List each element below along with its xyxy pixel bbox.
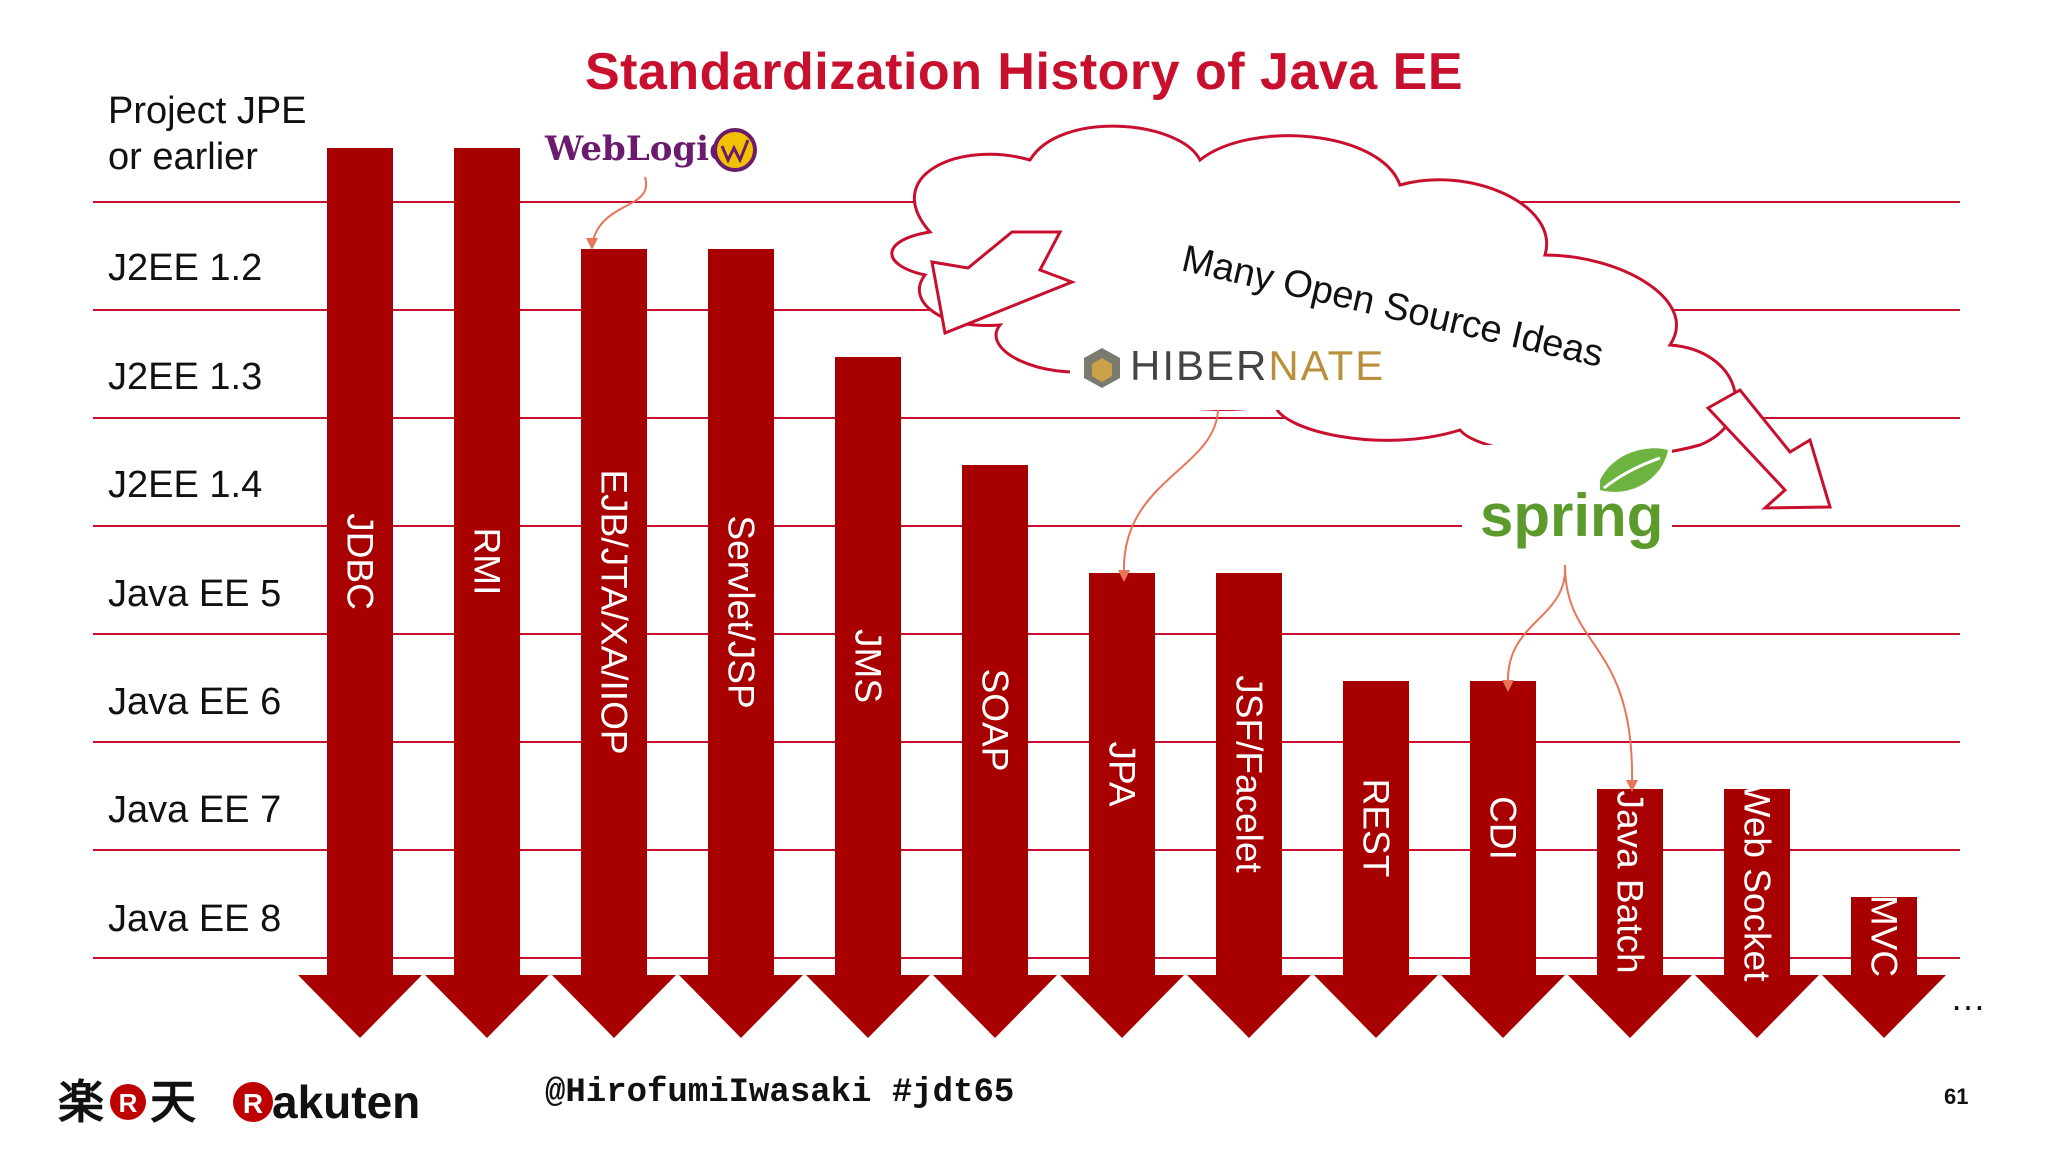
- hibernate-connector-head: [1118, 570, 1130, 582]
- technology-arrow: MVC: [1822, 895, 1946, 1038]
- technology-arrow: CDI: [1441, 681, 1565, 1038]
- page-number: 61: [1944, 1084, 1969, 1109]
- hibernate-connector: [1122, 409, 1219, 576]
- svg-text:akuten: akuten: [272, 1076, 420, 1128]
- technology-label: EJB/JTA/XA/IIOP: [594, 469, 635, 754]
- row-label: Java EE 7: [108, 789, 282, 831]
- technology-arrow: SOAP: [933, 465, 1057, 1038]
- technology-label: JDBC: [340, 513, 381, 610]
- technology-arrow-shape: [1568, 789, 1692, 1038]
- more-ellipsis: …: [1950, 977, 1986, 1018]
- row-label: J2EE 1.4: [108, 464, 263, 506]
- svg-text:R: R: [119, 1088, 138, 1118]
- spring-connector-batch-head: [1626, 780, 1638, 792]
- technology-arrow: REST: [1314, 681, 1438, 1038]
- row-label: Java EE 6: [108, 681, 282, 723]
- technology-arrow-shape: [1314, 681, 1438, 1038]
- technology-label: MVC: [1864, 895, 1905, 977]
- spring-connector-cdi-head: [1502, 680, 1514, 692]
- technology-arrow-shape: [425, 148, 549, 1038]
- technology-arrow-shape: [1187, 573, 1311, 1038]
- technology-label: Web Socket: [1737, 783, 1778, 983]
- cloud-arrow-left: [930, 230, 1077, 336]
- technology-arrow-shape: [298, 148, 422, 1038]
- technology-arrows: JDBC RMI EJB/JTA/XA/IIOP Servlet/JSP JMS SOAP…: [298, 148, 1986, 1038]
- technology-label: JPA: [1102, 741, 1143, 806]
- technology-arrow-shape: [1695, 789, 1819, 1038]
- technology-label: JMS: [848, 629, 889, 703]
- svg-text:spring: spring: [1480, 482, 1663, 549]
- weblogic-connector-head: [586, 238, 598, 250]
- row-label: Java EE 5: [108, 573, 282, 615]
- rakuten-logo: 楽 R 天 R akuten: [58, 1066, 498, 1141]
- technology-arrow-shape: [806, 357, 930, 1038]
- technology-arrow: RMI: [425, 148, 549, 1038]
- cloud-arrow-right: [1705, 388, 1833, 510]
- technology-arrow: Java Batch: [1568, 789, 1692, 1038]
- weblogic-logo: WebLogic: [544, 128, 757, 172]
- technology-label: SOAP: [975, 669, 1016, 772]
- svg-text:楽: 楽: [58, 1075, 104, 1129]
- weblogic-connector: [591, 176, 648, 246]
- technology-arrow-shape: [933, 465, 1057, 1038]
- slide-title: Standardization History of Java EE: [584, 43, 1464, 101]
- technology-arrow: Web Socket: [1695, 783, 1819, 1038]
- technology-arrow: JMS: [806, 357, 930, 1038]
- spring-logo: spring: [1462, 445, 1672, 560]
- technology-arrow: JDBC: [298, 148, 422, 1038]
- row-label: Project JPE or earlier: [108, 90, 307, 178]
- technology-arrow-shape: [679, 249, 803, 1038]
- technology-arrow: JSF/Facelet: [1187, 573, 1311, 1038]
- technology-arrow-shape: [552, 249, 676, 1038]
- spring-connector-cdi: [1506, 564, 1567, 686]
- svg-text:天: 天: [150, 1075, 196, 1129]
- row-label: J2EE 1.3: [108, 356, 263, 398]
- twitter-handle: @HirofumiIwasaki #jdt65: [545, 1074, 1015, 1112]
- svg-text:WebLogic: WebLogic: [544, 129, 730, 169]
- technology-arrow-shape: [1060, 573, 1184, 1038]
- technology-arrow-shape: [1822, 897, 1946, 1038]
- svg-text:HIBERNATE: HIBERNATE: [1130, 342, 1385, 389]
- svg-text:R: R: [243, 1088, 263, 1119]
- technology-arrow-shape: [1441, 681, 1565, 1038]
- technology-arrow: Servlet/JSP: [679, 249, 803, 1038]
- row-label: Java EE 8: [108, 898, 282, 940]
- technology-label: Servlet/JSP: [721, 515, 762, 708]
- technology-arrow: EJB/JTA/XA/IIOP: [552, 249, 676, 1038]
- spring-connector-batch: [1564, 564, 1634, 786]
- technology-label: REST: [1356, 779, 1397, 878]
- technology-label: JSF/Facelet: [1229, 675, 1270, 873]
- technology-arrow: JPA: [1060, 573, 1184, 1038]
- row-label: J2EE 1.2: [108, 247, 263, 289]
- technology-label: CDI: [1483, 796, 1524, 860]
- technology-label: RMI: [467, 528, 508, 596]
- technology-label: Java Batch: [1610, 790, 1651, 973]
- hibernate-logo: HIBERNATE: [1070, 340, 1385, 410]
